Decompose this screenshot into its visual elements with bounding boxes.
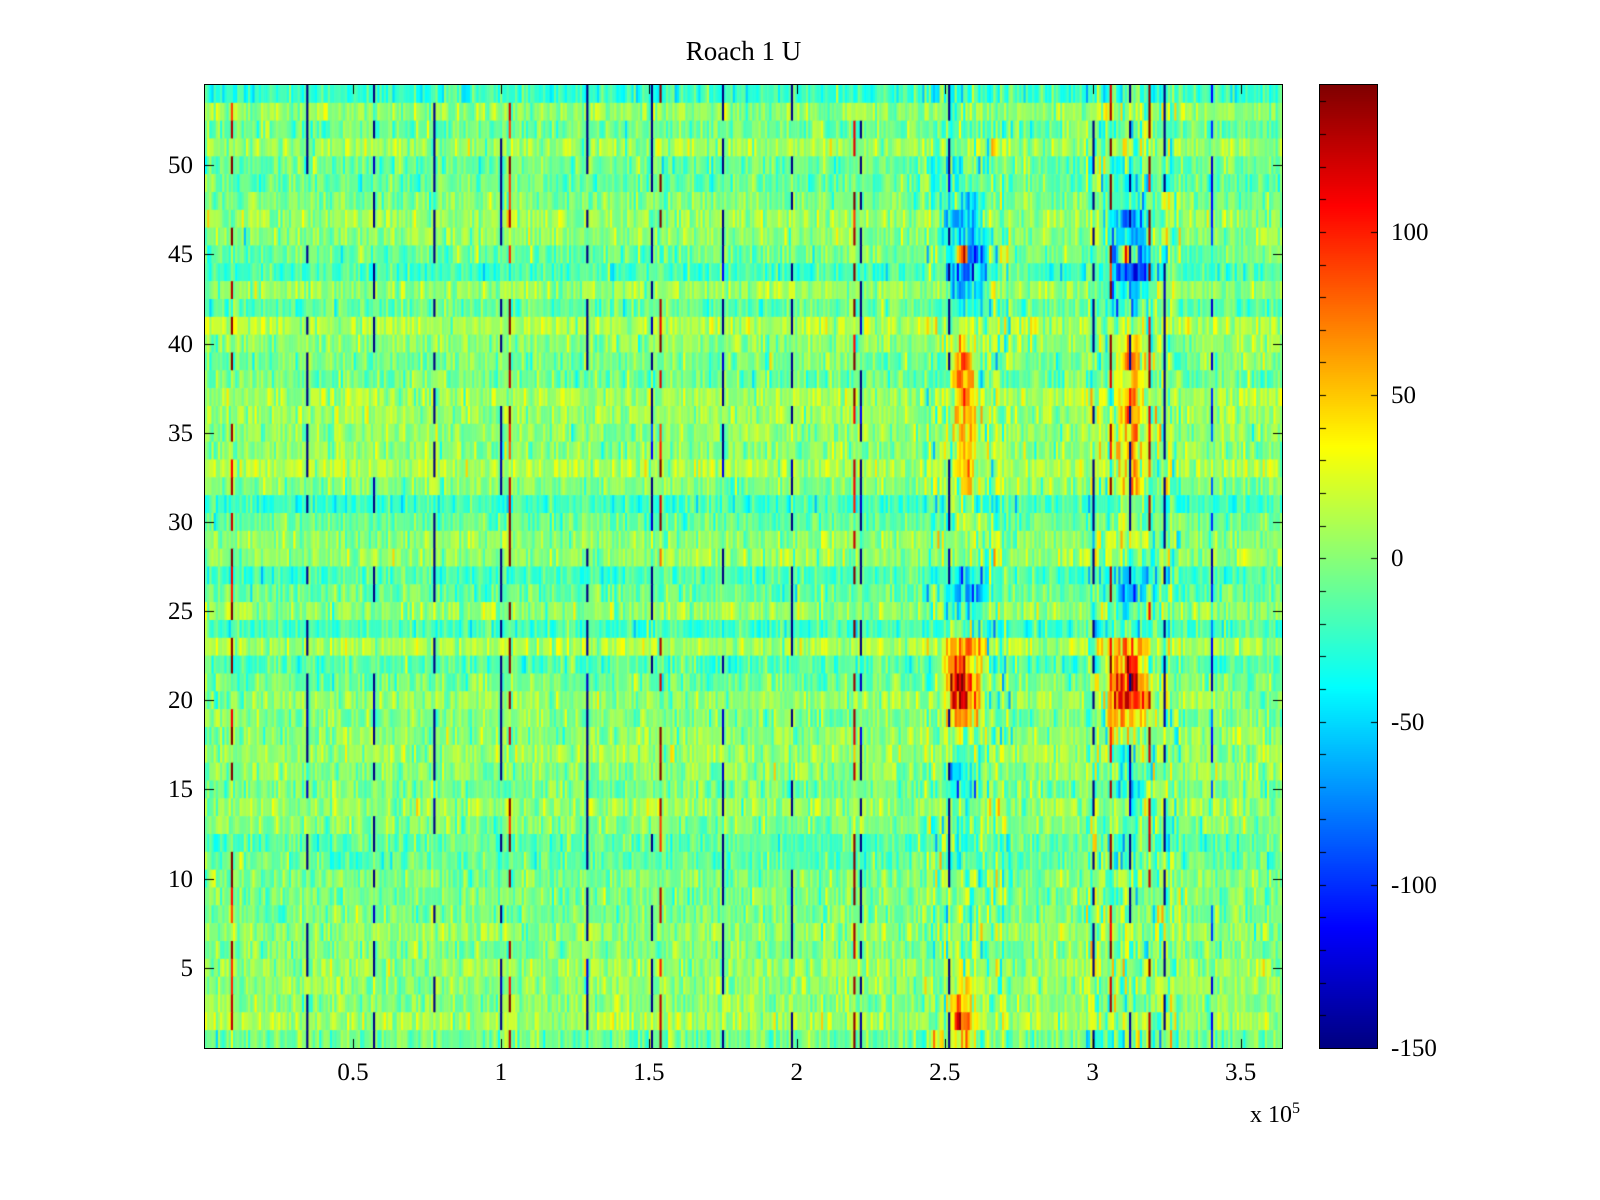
- x-tick-label: 1.5: [633, 1059, 665, 1086]
- x-tick-label: 0.5: [337, 1059, 369, 1086]
- heatmap-canvas: [205, 85, 1282, 1048]
- colorbar: [1319, 84, 1378, 1049]
- y-tick-label: 5: [180, 954, 194, 982]
- colorbar-tick-label: 50: [1391, 382, 1416, 410]
- x-tick-label: 3.5: [1224, 1059, 1257, 1086]
- x-scale-prefix: x 10: [1250, 1102, 1292, 1128]
- x-tick-label: 2: [790, 1059, 804, 1086]
- colorbar-tick-label: 100: [1391, 218, 1429, 246]
- colorbar-tick-label: -100: [1391, 871, 1437, 899]
- y-tick-label: 30: [168, 508, 193, 536]
- x-axis-scale-label: x 105: [1180, 1100, 1300, 1129]
- x-scale-exponent: 5: [1292, 1100, 1300, 1117]
- colorbar-tick-label: -150: [1391, 1035, 1437, 1062]
- y-tick-label: 45: [168, 241, 193, 269]
- y-tick-label: 35: [168, 419, 193, 447]
- x-tick-label: 2.5: [929, 1059, 961, 1086]
- colorbar-tick-label: 0: [1391, 545, 1404, 573]
- plot-axes-box: [204, 84, 1283, 1049]
- y-tick-label: 40: [168, 330, 193, 358]
- y-tick-label: 10: [168, 865, 193, 893]
- y-tick-label: 20: [168, 687, 193, 715]
- x-tick-label: 3: [1086, 1059, 1099, 1086]
- y-tick-label: 50: [168, 152, 193, 180]
- colorbar-canvas: [1320, 85, 1377, 1048]
- colorbar-tick-label: -50: [1391, 708, 1425, 736]
- x-tick-label: 1: [494, 1059, 508, 1086]
- y-tick-label: 25: [168, 598, 193, 626]
- chart-title: Roach 1 U: [685, 36, 802, 66]
- y-tick-label: 15: [168, 776, 193, 804]
